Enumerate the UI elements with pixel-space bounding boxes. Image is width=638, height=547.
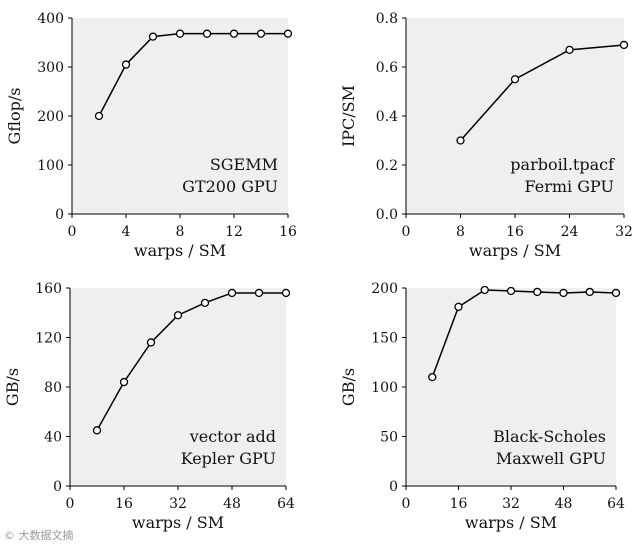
data-point xyxy=(200,298,210,308)
x-tick-label: 8 xyxy=(456,224,465,240)
x-tick-label: 16 xyxy=(506,224,524,240)
data-point xyxy=(585,287,594,297)
y-tick-label: 200 xyxy=(37,109,64,125)
x-tick-label: 48 xyxy=(555,496,573,512)
chart-4: 0 50 100 150 200 0 16 32 48 64 warps / SM GB/s Black… xyxy=(339,281,625,532)
x-axis-label: warps / SM xyxy=(469,241,561,260)
plot-area xyxy=(72,18,288,214)
y-tick-label: 50 xyxy=(380,430,398,446)
y-tick-label: 0.6 xyxy=(376,60,398,76)
data-point xyxy=(510,75,520,84)
y-tick-label: 300 xyxy=(37,60,64,76)
y-tick-label: 400 xyxy=(37,11,64,27)
x-axis-label: warps / SM xyxy=(465,513,557,532)
x-tick-label: 12 xyxy=(225,224,243,240)
y-tick-label: 0.2 xyxy=(376,158,398,174)
data-point xyxy=(456,136,465,145)
x-tick-label: 32 xyxy=(169,496,187,512)
data-point xyxy=(256,29,266,38)
y-tick-label: 160 xyxy=(35,281,62,297)
y-axis-label: GB/s xyxy=(3,368,22,406)
chart-annotation: Fermi GPU xyxy=(525,177,614,196)
data-point xyxy=(533,287,542,297)
series-line xyxy=(459,44,625,141)
y-axis-label: GB/s xyxy=(339,368,358,406)
x-tick-label: 0 xyxy=(402,224,411,240)
plot-area xyxy=(406,288,616,486)
plot-area xyxy=(70,288,286,486)
data-point xyxy=(454,302,463,311)
data-point xyxy=(229,29,239,38)
data-point xyxy=(428,372,437,382)
data-point xyxy=(121,60,131,69)
y-tick-label: 0 xyxy=(53,479,62,495)
data-point xyxy=(283,29,293,38)
y-tick-label: 100 xyxy=(371,380,398,396)
series-line xyxy=(98,32,288,117)
data-point xyxy=(565,45,574,54)
y-tick-label: 0.8 xyxy=(376,11,398,27)
series-line xyxy=(431,289,617,378)
chart-annotation: SGEMM xyxy=(210,155,278,174)
x-tick-label: 32 xyxy=(615,224,633,240)
y-tick-label: 120 xyxy=(35,331,62,347)
data-point xyxy=(92,426,102,435)
x-tick-label: 0 xyxy=(66,496,75,512)
y-tick-label: 100 xyxy=(37,158,64,174)
y-tick-label: 0.0 xyxy=(376,207,398,223)
x-axis-label: warps / SM xyxy=(134,241,226,260)
x-tick-label: 24 xyxy=(561,224,579,240)
chart-annotation: Black-Scholes xyxy=(493,427,606,446)
y-tick-label: 0 xyxy=(55,207,64,223)
chart-annotation: vector add xyxy=(189,427,276,446)
data-point xyxy=(175,29,185,38)
data-point xyxy=(119,377,129,387)
chart-annotation: parboil.tpacf xyxy=(510,155,615,174)
x-tick-label: 48 xyxy=(223,496,241,512)
chart-annotation: Maxwell GPU xyxy=(496,449,606,468)
y-tick-label: 40 xyxy=(44,430,62,446)
x-tick-label: 16 xyxy=(450,496,468,512)
data-point xyxy=(202,29,212,38)
data-point xyxy=(619,40,629,50)
data-point xyxy=(227,288,237,298)
chart-2: 0.0 0.2 0.4 0.6 0.8 0 8 16 24 32 warps / SM IPC/SM p… xyxy=(339,11,633,260)
data-point xyxy=(148,32,158,41)
y-tick-label: 200 xyxy=(371,281,398,297)
x-tick-label: 64 xyxy=(277,496,295,512)
chart-annotation: Kepler GPU xyxy=(181,449,276,468)
data-point xyxy=(480,285,489,295)
x-tick-label: 32 xyxy=(502,496,520,512)
y-axis-label: IPC/SM xyxy=(339,85,358,147)
series-line xyxy=(96,292,286,431)
data-point xyxy=(611,288,621,298)
data-point xyxy=(281,288,291,298)
x-tick-label: 64 xyxy=(607,496,625,512)
data-point xyxy=(506,286,516,296)
y-tick-label: 0 xyxy=(389,479,398,495)
data-point xyxy=(254,288,264,298)
x-tick-label: 0 xyxy=(402,496,411,512)
y-axis-label: Gflop/s xyxy=(5,88,24,145)
data-point xyxy=(173,311,183,320)
plot-area xyxy=(406,18,624,214)
data-point xyxy=(559,288,568,298)
data-point xyxy=(94,111,104,121)
x-tick-label: 16 xyxy=(279,224,297,240)
x-tick-label: 16 xyxy=(115,496,133,512)
chart-3: 0 40 80 120 160 0 16 32 48 64 warps / SM GB/s vector… xyxy=(3,281,295,532)
watermark-text: © 大数据文摘 xyxy=(4,529,74,542)
x-tick-label: 0 xyxy=(68,224,77,240)
chart-1: 0 100 200 300 400 0 4 8 12 16 warps / SM Gflop/s SGE… xyxy=(5,11,297,260)
x-axis-label: warps / SM xyxy=(132,513,224,532)
y-tick-label: 150 xyxy=(371,331,398,347)
data-point xyxy=(146,338,156,347)
y-tick-label: 80 xyxy=(44,380,62,396)
chart-annotation: GT200 GPU xyxy=(182,177,278,196)
y-tick-label: 0.4 xyxy=(376,109,398,125)
x-tick-label: 8 xyxy=(176,224,185,240)
x-tick-label: 4 xyxy=(122,224,131,240)
